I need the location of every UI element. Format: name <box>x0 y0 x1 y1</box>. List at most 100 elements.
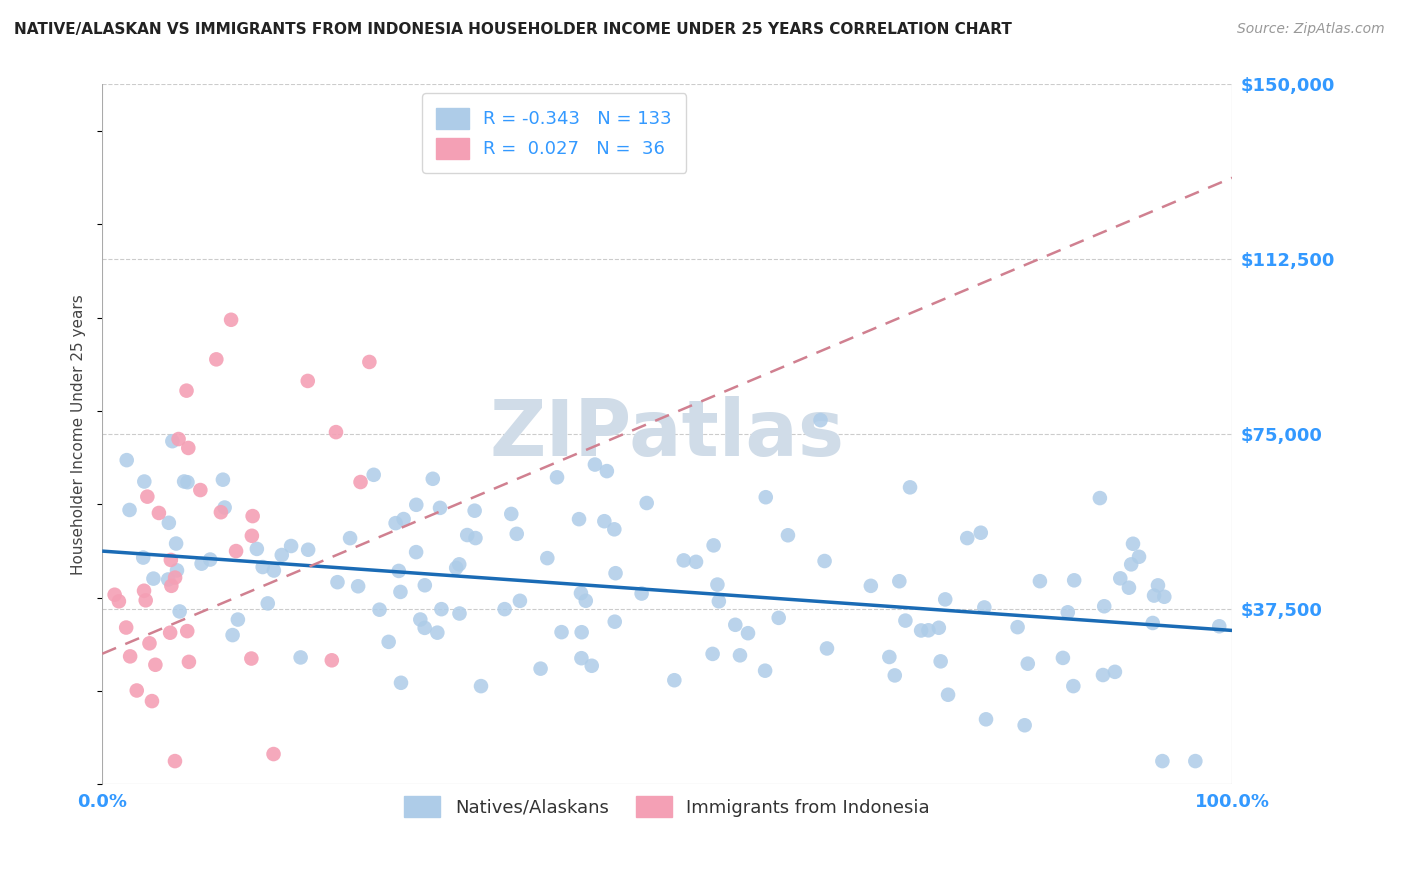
Point <box>120 649 142 664</box>
Point <box>449 558 471 572</box>
Point <box>894 614 917 628</box>
Point <box>898 480 921 494</box>
Point <box>571 651 593 665</box>
Point <box>1143 589 1166 603</box>
Point <box>167 432 190 446</box>
Text: Source: ZipAtlas.com: Source: ZipAtlas.com <box>1237 22 1385 37</box>
Point <box>813 554 835 568</box>
Point <box>157 516 180 530</box>
Point <box>115 621 138 635</box>
Point <box>1153 590 1175 604</box>
Point <box>1109 571 1132 585</box>
Point <box>173 475 195 489</box>
Point <box>242 509 264 524</box>
Point <box>163 754 186 768</box>
Point <box>636 496 658 510</box>
Point <box>339 531 361 545</box>
Point <box>536 551 558 566</box>
Point <box>568 512 591 526</box>
Point <box>176 384 198 398</box>
Point <box>596 464 619 478</box>
Point <box>575 594 598 608</box>
Point <box>776 528 799 542</box>
Point <box>593 514 616 528</box>
Point <box>529 662 551 676</box>
Point <box>177 441 200 455</box>
Legend: Natives/Alaskans, Immigrants from Indonesia: Natives/Alaskans, Immigrants from Indone… <box>396 789 938 824</box>
Point <box>160 579 183 593</box>
Point <box>509 594 531 608</box>
Point <box>917 624 939 638</box>
Point <box>159 625 181 640</box>
Point <box>162 434 184 449</box>
Point <box>176 475 198 490</box>
Point <box>321 653 343 667</box>
Point <box>347 579 370 593</box>
Point <box>706 577 728 591</box>
Point <box>1092 599 1115 614</box>
Point <box>263 747 285 761</box>
Point <box>429 500 451 515</box>
Point <box>1062 679 1084 693</box>
Point <box>368 603 391 617</box>
Point <box>815 641 838 656</box>
Point <box>703 538 725 552</box>
Point <box>1029 574 1052 589</box>
Point <box>263 564 285 578</box>
Point <box>290 650 312 665</box>
Point <box>883 668 905 682</box>
Point <box>546 470 568 484</box>
Point <box>392 512 415 526</box>
Point <box>728 648 751 663</box>
Point <box>571 625 593 640</box>
Point <box>1017 657 1039 671</box>
Point <box>377 635 399 649</box>
Point <box>970 525 993 540</box>
Point <box>148 506 170 520</box>
Point <box>603 522 626 536</box>
Point <box>409 613 432 627</box>
Point <box>1118 581 1140 595</box>
Point <box>389 585 412 599</box>
Point <box>280 539 302 553</box>
Y-axis label: Householder Income Under 25 years: Householder Income Under 25 years <box>72 294 86 574</box>
Point <box>1088 491 1111 505</box>
Point <box>929 654 952 668</box>
Point <box>104 588 127 602</box>
Point <box>177 655 200 669</box>
Point <box>859 579 882 593</box>
Point <box>165 571 187 585</box>
Point <box>464 504 486 518</box>
Point <box>426 625 449 640</box>
Point <box>1208 619 1230 633</box>
Point <box>581 658 603 673</box>
Point <box>934 592 956 607</box>
Point <box>138 636 160 650</box>
Point <box>209 505 232 519</box>
Point <box>973 600 995 615</box>
Point <box>810 413 832 427</box>
Point <box>166 563 188 577</box>
Point <box>889 574 911 589</box>
Point <box>1052 651 1074 665</box>
Point <box>157 573 180 587</box>
Point <box>413 578 436 592</box>
Point <box>1184 754 1206 768</box>
Point <box>108 594 131 608</box>
Point <box>198 552 221 566</box>
Point <box>569 586 592 600</box>
Point <box>724 617 747 632</box>
Point <box>685 555 707 569</box>
Point <box>494 602 516 616</box>
Point <box>754 664 776 678</box>
Point <box>1014 718 1036 732</box>
Point <box>737 626 759 640</box>
Point <box>214 500 236 515</box>
Point <box>256 596 278 610</box>
Point <box>240 529 263 543</box>
Point <box>444 561 467 575</box>
Point <box>134 475 156 489</box>
Point <box>936 688 959 702</box>
Point <box>1121 558 1143 572</box>
Point <box>169 604 191 618</box>
